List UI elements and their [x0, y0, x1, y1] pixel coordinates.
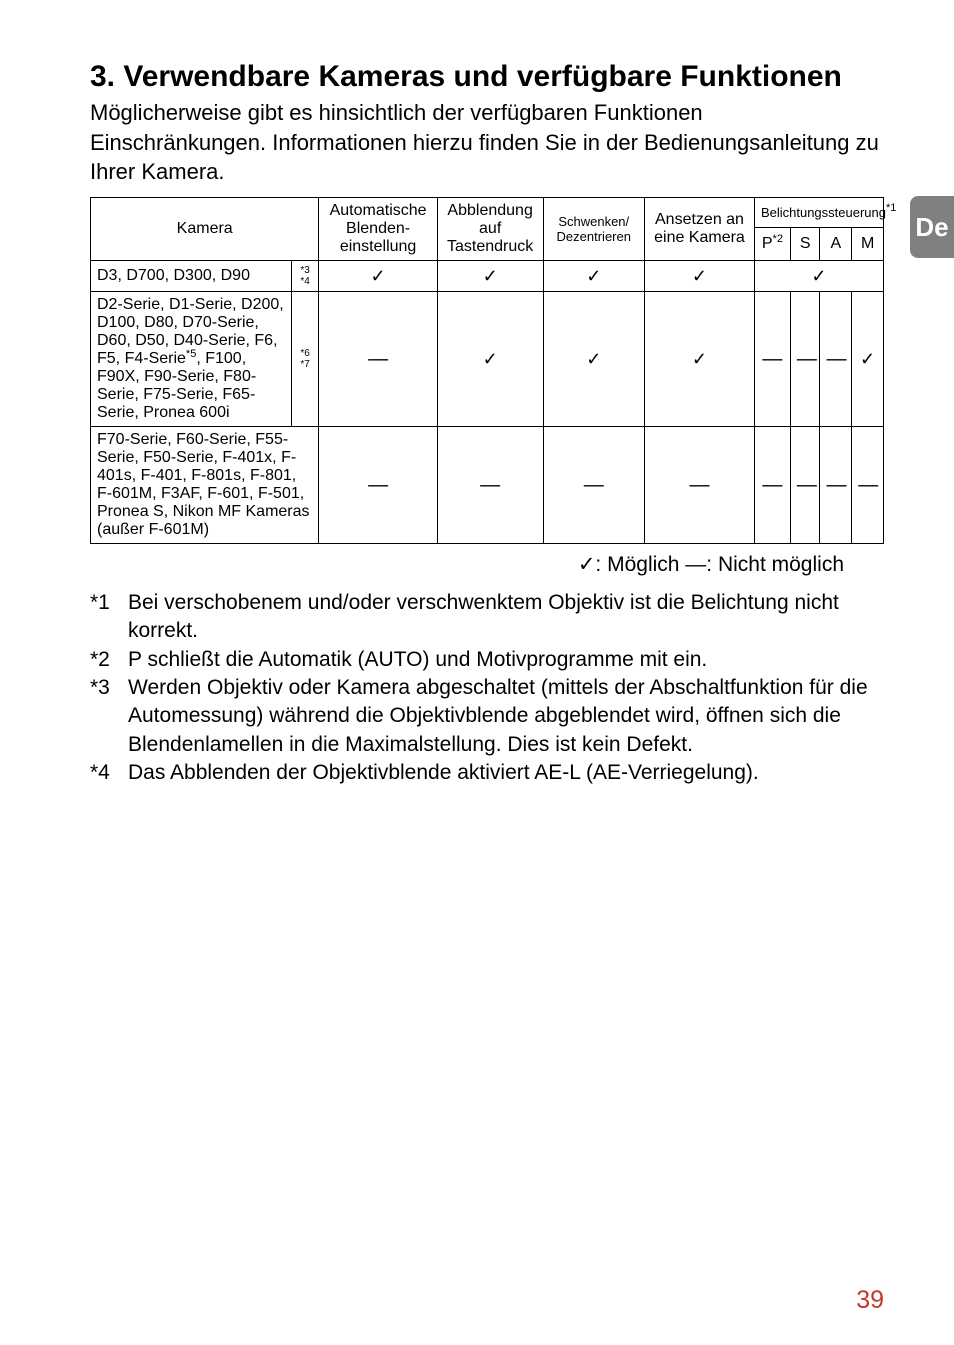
- intro-paragraph: Möglicherweise gibt es hinsichtlich der …: [90, 98, 884, 187]
- th-p-text: P: [762, 235, 773, 252]
- th-abblendung: Abblendung auf Tastendruck: [437, 198, 543, 261]
- table-value: ✓: [543, 261, 645, 292]
- table-psam: —: [754, 427, 790, 544]
- table-value: ✓: [645, 261, 755, 292]
- footnote-text: Werden Objektiv oder Kamera abgeschaltet…: [128, 674, 884, 759]
- footnote-marker: *1: [90, 589, 128, 646]
- footnotes: *1Bei verschobenem und/oder verschwenkte…: [90, 589, 884, 787]
- th-belichtung-sup: *1: [886, 202, 896, 214]
- th-kamera: Kamera: [91, 198, 319, 261]
- table-row-notes: *6 *7: [291, 292, 318, 427]
- table-value: —: [437, 427, 543, 544]
- table-value: ✓: [543, 292, 645, 427]
- footnote: *3Werden Objektiv oder Kamera abgeschalt…: [90, 674, 884, 759]
- footnote-text: P schließt die Automatik (AUTO) und Moti…: [128, 646, 884, 674]
- footnote-marker: *4: [90, 759, 128, 787]
- table-value: ✓: [437, 292, 543, 427]
- table-psam: —: [852, 427, 884, 544]
- th-auto-blenden: Automatische Blenden- einstellung: [319, 198, 437, 261]
- th-ansetzen: Ansetzen an eine Kamera: [645, 198, 755, 261]
- th-p-sup: *2: [773, 233, 783, 245]
- table-psam: —: [754, 292, 790, 427]
- th-s: S: [790, 227, 820, 260]
- section-heading: 3. Verwendbare Kameras und verfügbare Fu…: [90, 60, 884, 94]
- compatibility-table: Kamera Automatische Blenden- einstellung…: [90, 197, 884, 544]
- table-value: —: [543, 427, 645, 544]
- table-psam: —: [790, 292, 820, 427]
- footnote: *1Bei verschobenem und/oder verschwenkte…: [90, 589, 884, 646]
- th-belichtung: Belichtungssteuerung*1: [754, 198, 883, 228]
- footnote-text: Das Abblenden der Objektivblende aktivie…: [128, 759, 884, 787]
- table-value: —: [645, 427, 755, 544]
- page-number: 39: [856, 1286, 884, 1315]
- footnote: *2P schließt die Automatik (AUTO) und Mo…: [90, 646, 884, 674]
- footnote-marker: *2: [90, 646, 128, 674]
- table-row-camera: D3, D700, D300, D90: [91, 261, 292, 292]
- table-row-camera: F70-Serie, F60-Serie, F55-Serie, F50-Ser…: [91, 427, 319, 544]
- table-value: —: [319, 427, 437, 544]
- th-schwenken: Schwenken/ Dezentrieren: [543, 198, 645, 261]
- table-value: ✓: [437, 261, 543, 292]
- table-value: —: [319, 292, 437, 427]
- table-psam: —: [820, 292, 852, 427]
- table-row-notes: *3 *4: [291, 261, 318, 292]
- table-psam: —: [790, 427, 820, 544]
- footnote-marker: *3: [90, 674, 128, 759]
- table-value: ✓: [645, 292, 755, 427]
- table-psam: ✓: [852, 292, 884, 427]
- th-p: P*2: [754, 227, 790, 260]
- table-psam: —: [820, 427, 852, 544]
- legend: ✓: Möglich —: Nicht möglich: [90, 552, 844, 577]
- footnote: *4Das Abblenden der Objektivblende aktiv…: [90, 759, 884, 787]
- th-a: A: [820, 227, 852, 260]
- table-row-camera: D2-Serie, D1-Serie, D200, D100, D80, D70…: [91, 292, 292, 427]
- th-m: M: [852, 227, 884, 260]
- table-psam-merged: ✓: [754, 261, 883, 292]
- th-belichtung-text: Belichtungssteuerung: [761, 205, 886, 220]
- language-tab: De: [910, 196, 954, 258]
- table-value: ✓: [319, 261, 437, 292]
- footnote-text: Bei verschobenem und/oder verschwenktem …: [128, 589, 884, 646]
